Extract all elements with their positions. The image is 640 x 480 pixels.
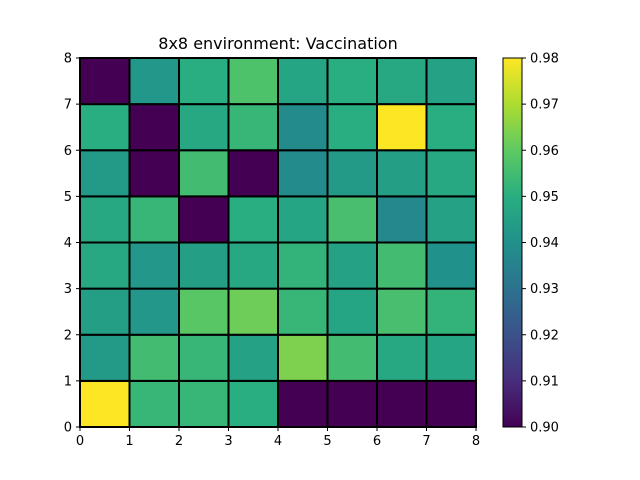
heatmap-cell	[277, 287, 329, 336]
heatmap-cell	[227, 195, 279, 244]
heatmap-cell	[128, 195, 180, 244]
heatmap-cell	[376, 333, 428, 382]
x-tick-label: 8	[472, 434, 480, 449]
heatmap-cell	[178, 57, 230, 106]
x-tick-label: 2	[175, 434, 183, 449]
y-tick-label: 0	[64, 421, 72, 436]
y-tick-label: 8	[64, 52, 72, 67]
heatmap-cell	[425, 287, 477, 336]
heatmap-cell	[425, 149, 477, 198]
heatmap-cell	[425, 241, 477, 290]
y-tick-label: 4	[64, 236, 72, 251]
x-tick-label: 6	[373, 434, 381, 449]
y-tick-label: 3	[64, 282, 72, 297]
heatmap-cell	[79, 333, 131, 382]
heatmap-cell	[376, 379, 428, 428]
y-tick-label: 1	[64, 374, 72, 389]
x-tick-label: 1	[125, 434, 133, 449]
heatmap-cell	[376, 195, 428, 244]
heatmap-cell	[376, 287, 428, 336]
heatmap-cell	[178, 241, 230, 290]
heatmap-cell	[376, 57, 428, 106]
heatmap-cell	[79, 287, 131, 336]
heatmap-cell	[326, 195, 378, 244]
x-tick-label: 5	[323, 434, 331, 449]
heatmap-cell	[128, 149, 180, 198]
heatmap-cell	[227, 379, 279, 428]
heatmap-cell	[425, 195, 477, 244]
colorbar-tick-label: 0.94	[530, 236, 559, 251]
chart-title: 8x8 environment: Vaccination	[158, 34, 397, 53]
heatmap-cell	[178, 379, 230, 428]
heatmap-cell	[277, 149, 329, 198]
heatmap-cell	[376, 149, 428, 198]
heatmap-cell	[326, 287, 378, 336]
colorbar-tick-label: 0.95	[530, 190, 559, 205]
x-tick-label: 7	[422, 434, 430, 449]
heatmap-cell	[128, 103, 180, 152]
heatmap-cell	[79, 57, 131, 106]
heatmap-cell	[178, 333, 230, 382]
heatmap-cell	[326, 241, 378, 290]
heatmap-cell	[79, 195, 131, 244]
heatmap-cell	[326, 57, 378, 106]
heatmap-cell	[277, 195, 329, 244]
colorbar-tick-label: 0.91	[530, 374, 559, 389]
y-tick-label: 5	[64, 190, 72, 205]
heatmap-cell	[277, 57, 329, 106]
x-tick-label: 4	[274, 434, 282, 449]
heatmap-cell	[79, 103, 131, 152]
heatmap-cell	[128, 241, 180, 290]
heatmap-cell	[128, 333, 180, 382]
heatmap-cell	[425, 103, 477, 152]
heatmap-cell	[425, 57, 477, 106]
heatmap-cell	[376, 241, 428, 290]
heatmap-cell	[277, 241, 329, 290]
colorbar-ticks: 0.90 0.91 0.92 0.93 0.94 0.95 0.96 0.97 0.98	[522, 52, 559, 436]
heatmap-cell	[128, 57, 180, 106]
heatmap-cell	[376, 103, 428, 152]
heatmap-cell	[178, 195, 230, 244]
y-axis: 0 1 2 3 4 5 6 7 8	[64, 52, 80, 436]
heatmap-cell	[79, 149, 131, 198]
x-tick-label: 3	[224, 434, 232, 449]
colorbar-tick-label: 0.92	[530, 328, 559, 343]
heatmap-cell	[178, 149, 230, 198]
heatmap-cell	[128, 379, 180, 428]
x-axis: 0 1 2 3 4 5 6 7 8	[76, 427, 480, 449]
colorbar-tick-label: 0.98	[530, 52, 559, 67]
heatmap-cell	[79, 379, 131, 428]
heatmap-cell	[79, 241, 131, 290]
heatmap-cell	[326, 333, 378, 382]
heatmap-cell	[227, 149, 279, 198]
heatmap-cell	[227, 287, 279, 336]
heatmap-cell	[227, 333, 279, 382]
colorbar	[502, 57, 523, 428]
heatmap-cell	[277, 379, 329, 428]
heatmap-cell	[128, 287, 180, 336]
heatmap-cell	[326, 103, 378, 152]
colorbar-tick-label: 0.96	[530, 144, 559, 159]
heatmap-cells	[79, 57, 477, 428]
colorbar-tick-label: 0.97	[530, 98, 559, 113]
y-tick-label: 6	[64, 144, 72, 159]
x-tick-label: 0	[76, 434, 84, 449]
y-tick-label: 2	[64, 328, 72, 343]
heatmap-cell	[227, 57, 279, 106]
heatmap-cell	[227, 241, 279, 290]
heatmap-cell	[277, 333, 329, 382]
heatmap-cell	[178, 287, 230, 336]
heatmap-cell	[178, 103, 230, 152]
heatmap-cell	[425, 333, 477, 382]
heatmap-cell	[277, 103, 329, 152]
heatmap-cell	[326, 149, 378, 198]
colorbar-tick-label: 0.93	[530, 282, 559, 297]
heatmap-cell	[425, 379, 477, 428]
heatmap-cell	[227, 103, 279, 152]
colorbar-tick-label: 0.90	[530, 421, 559, 436]
heatmap-cell	[326, 379, 378, 428]
y-tick-label: 7	[64, 98, 72, 113]
